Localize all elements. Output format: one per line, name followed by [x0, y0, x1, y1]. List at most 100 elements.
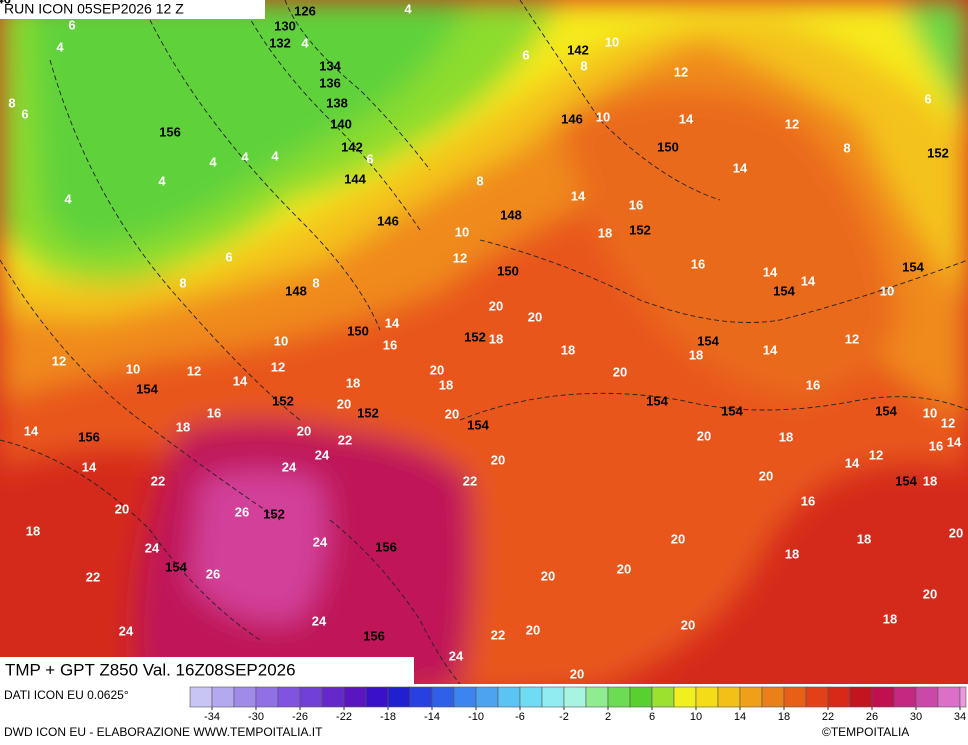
temperature-label: 12 [271, 359, 285, 374]
temperature-label: 14 [82, 459, 97, 474]
colorbar-box [365, 686, 389, 708]
colorbar-box [871, 686, 895, 708]
colorbar-tick-label: 34 [954, 711, 966, 723]
temperature-label: 6 [68, 17, 75, 32]
product-label-box [0, 657, 414, 684]
colorbar-tick-label: 18 [778, 711, 790, 723]
colorbar-box [915, 686, 939, 708]
temperature-label: 8 [476, 173, 483, 188]
temperature-label: 12 [941, 415, 955, 430]
geopotential-label: 152 [927, 145, 949, 160]
geopotential-label: 132 [269, 35, 291, 50]
temperature-label: 24 [119, 623, 134, 638]
credit-label: DWD ICON EU - ELABORAZIONE WWW.TEMPOITAL… [4, 725, 323, 739]
colorbar-box [761, 686, 785, 708]
temperature-label: 20 [115, 501, 129, 516]
geopotential-label: 148 [285, 283, 307, 298]
colorbar-tick-label: -18 [380, 711, 396, 723]
colorbar-tick-label: -2 [559, 711, 569, 723]
temperature-label: 4 [271, 148, 279, 163]
geopotential-label: 152 [357, 405, 379, 420]
temperature-label: 8 [580, 58, 587, 73]
colorbar-box [475, 686, 499, 708]
temperature-label: 24 [313, 534, 328, 549]
temperature-label: 10 [596, 109, 610, 124]
temperature-label: 6 [522, 47, 529, 62]
temperature-label: 10 [455, 224, 469, 239]
temperature-label: 14 [24, 423, 39, 438]
temperature-label: 20 [541, 568, 555, 583]
colorbar-tick-label: 30 [910, 711, 922, 723]
geopotential-label: 144 [344, 171, 366, 186]
temperature-label: 26 [206, 566, 220, 581]
colorbar-box [827, 686, 851, 708]
temperature-label: 14 [233, 373, 248, 388]
colorbar-tick-label: -22 [336, 711, 352, 723]
temperature-label: 24 [145, 540, 160, 555]
temperature-label: 20 [617, 561, 631, 576]
temperature-label: 22 [338, 432, 352, 447]
temperature-label: 8 [843, 140, 850, 155]
temperature-label: 12 [869, 447, 883, 462]
colorbar-box [673, 686, 697, 708]
temperature-label: 20 [297, 423, 311, 438]
geopotential-label: 154 [875, 403, 897, 418]
temperature-label: 6 [21, 106, 28, 121]
temperature-label: 14 [733, 160, 748, 175]
colorbar-box [893, 686, 917, 708]
temperature-label: 20 [337, 396, 351, 411]
colorbar-box [585, 686, 609, 708]
temperature-label: 18 [598, 225, 612, 240]
temperature-label: 18 [346, 375, 360, 390]
copyright-label: ©TEMPOITALIA [822, 725, 909, 739]
temperature-label: 20 [570, 666, 584, 681]
colorbar-box [607, 686, 631, 708]
temperature-label: 6 [924, 91, 931, 106]
geopotential-label: 152 [629, 222, 651, 237]
geopotential-label: 156 [363, 628, 385, 643]
temperature-label: 14 [763, 264, 778, 279]
geopotential-label: 154 [895, 473, 917, 488]
colorbar-box [519, 686, 543, 708]
temperature-label: 14 [385, 315, 400, 330]
colorbar-box [783, 686, 807, 708]
temperature-label: 12 [845, 331, 859, 346]
colorbar-tick-label: 22 [822, 711, 834, 723]
colorbar-box [497, 686, 521, 708]
temperature-label: 18 [561, 342, 575, 357]
geopotential-label: 154 [773, 283, 795, 298]
colorbar-box [937, 686, 961, 708]
temperature-label: 14 [947, 434, 962, 449]
colorbar-tick-label: 2 [605, 711, 611, 723]
temperature-label: 22 [151, 473, 165, 488]
temperature-label: 20 [759, 468, 773, 483]
temperature-label: 12 [187, 363, 201, 378]
run-label: RUN ICON 05SEP2026 12 Z [4, 1, 184, 17]
geopotential-label: 154 [136, 381, 158, 396]
temperature-label: 20 [528, 309, 542, 324]
temperature-label: 18 [439, 377, 453, 392]
temperature-label: 14 [763, 342, 778, 357]
colorbar-box [431, 686, 455, 708]
colorbar-box [739, 686, 763, 708]
colorbar-tick-label: 14 [734, 711, 746, 723]
temperature-label: 22 [463, 473, 477, 488]
temperature-label: 12 [785, 116, 799, 131]
temperature-label: 16 [383, 337, 397, 352]
temperature-label: 24 [449, 648, 464, 663]
geopotential-label: 154 [721, 403, 743, 418]
geopotential-label: 148 [500, 207, 522, 222]
temperature-label: 4 [301, 35, 309, 50]
colorbar-tick-label: 26 [866, 711, 878, 723]
colorbar-box [695, 686, 719, 708]
temperature-label: 20 [681, 617, 695, 632]
geopotential-label: 138 [326, 95, 348, 110]
colorbar-tick-label: -30 [248, 711, 264, 723]
temperature-label: 24 [315, 447, 330, 462]
geopotential-label: 146 [377, 213, 399, 228]
geopotential-label: 156 [159, 124, 181, 139]
temperature-label: 12 [453, 250, 467, 265]
temperature-label: 4 [209, 154, 217, 169]
